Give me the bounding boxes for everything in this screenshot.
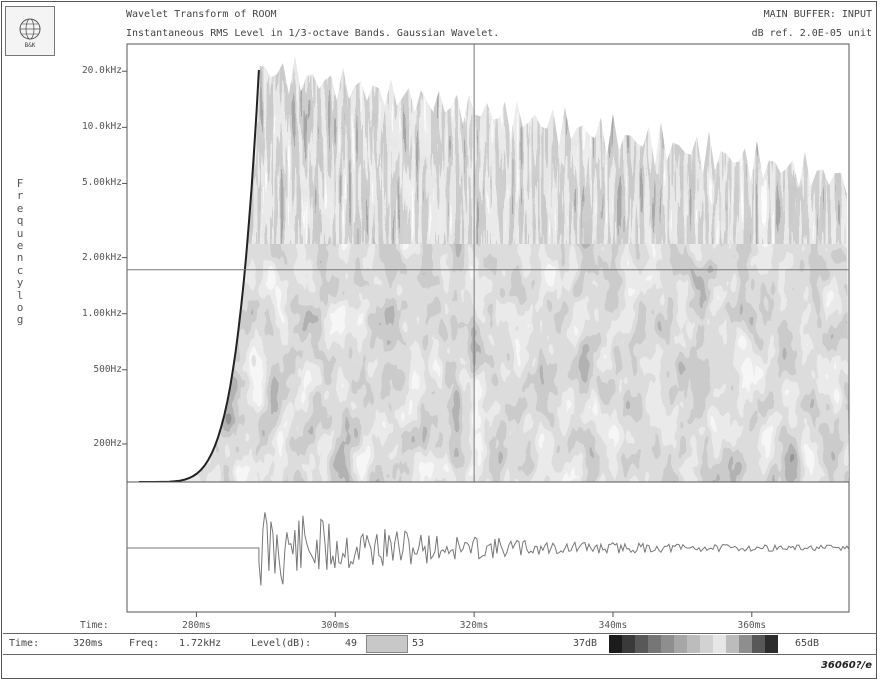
- color-swatch-12: [765, 635, 778, 653]
- scale-high-label: 65dB: [795, 638, 820, 649]
- color-swatch-10: [739, 635, 752, 653]
- y-tick-label: 2.00kHz: [81, 251, 122, 263]
- level-high: 53: [412, 638, 425, 649]
- scale-low-label: 37dB: [573, 638, 598, 649]
- color-swatch-9: [726, 635, 739, 653]
- y-tick-label: 1.00kHz: [81, 307, 122, 319]
- level-label: Level(dB):: [251, 638, 312, 649]
- y-tick-marks: [122, 70, 127, 445]
- buffer-label: MAIN BUFFER: INPUT: [763, 9, 872, 20]
- color-swatch-0: [609, 635, 622, 653]
- time-value: 320ms: [73, 638, 104, 649]
- x-tick-label: 360ms: [737, 620, 767, 631]
- reference-label: dB ref. 2.0E-05 unit: [751, 28, 872, 39]
- color-swatch-2: [635, 635, 648, 653]
- waveform-panel: [126, 481, 850, 613]
- y-tick-label: 500Hz: [93, 363, 122, 375]
- color-swatch-5: [674, 635, 687, 653]
- color-swatch-3: [648, 635, 661, 653]
- logo-text: B&K: [24, 42, 36, 49]
- x-tick-marks: [195, 612, 753, 617]
- color-swatch-6: [687, 635, 700, 653]
- x-axis-label: Time:: [80, 620, 109, 631]
- y-tick-label: 5.00kHz: [81, 177, 122, 189]
- y-tick-label: 20.0kHz: [81, 65, 122, 77]
- color-swatch-4: [661, 635, 674, 653]
- color-swatch-8: [713, 635, 726, 653]
- footer-code: 36060?/e: [820, 660, 872, 671]
- color-swatch-1: [622, 635, 635, 653]
- level-range-indicator[interactable]: [366, 635, 408, 653]
- company-logo-icon: B&K: [5, 6, 55, 56]
- waveform-line: [127, 512, 850, 586]
- freq-value: 1.72kHz: [179, 638, 222, 649]
- color-swatch-11: [752, 635, 765, 653]
- logo-globe-icon: [19, 18, 41, 40]
- color-swatch-7: [700, 635, 713, 653]
- chart-title: Wavelet Transform of ROOM: [126, 9, 277, 20]
- chart-subtitle: Instantaneous RMS Level in 1/3-octave Ba…: [126, 28, 500, 39]
- color-scale-bar: [609, 635, 778, 653]
- x-tick-label: 320ms: [459, 620, 489, 631]
- x-tick-label: 280ms: [182, 620, 211, 631]
- onset-edge: [139, 69, 260, 482]
- time-label: Time:: [9, 638, 40, 649]
- y-tick-label: 10.0kHz: [81, 121, 122, 133]
- freq-label: Freq:: [129, 638, 160, 649]
- y-tick-label: 200Hz: [93, 437, 122, 449]
- level-low: 49: [345, 638, 358, 649]
- x-tick-label: 340ms: [598, 620, 628, 631]
- status-bar: Time: 320ms Freq: 1.72kHz Level(dB): 49 …: [3, 633, 877, 655]
- y-axis-label: Frequency log: [16, 177, 30, 327]
- x-tick-label: 300ms: [320, 620, 350, 631]
